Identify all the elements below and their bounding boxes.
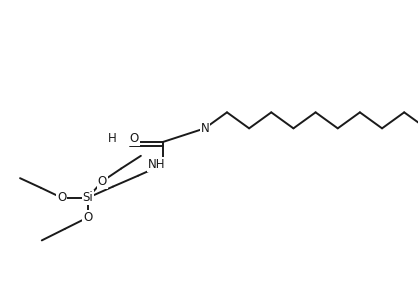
- Text: O: O: [57, 191, 66, 204]
- Text: O: O: [83, 211, 92, 224]
- Text: N: N: [201, 122, 209, 135]
- Text: NH: NH: [148, 158, 166, 171]
- Text: O: O: [130, 132, 139, 145]
- Text: O: O: [98, 175, 107, 188]
- Text: Si: Si: [82, 191, 93, 204]
- Text: H: H: [108, 132, 117, 145]
